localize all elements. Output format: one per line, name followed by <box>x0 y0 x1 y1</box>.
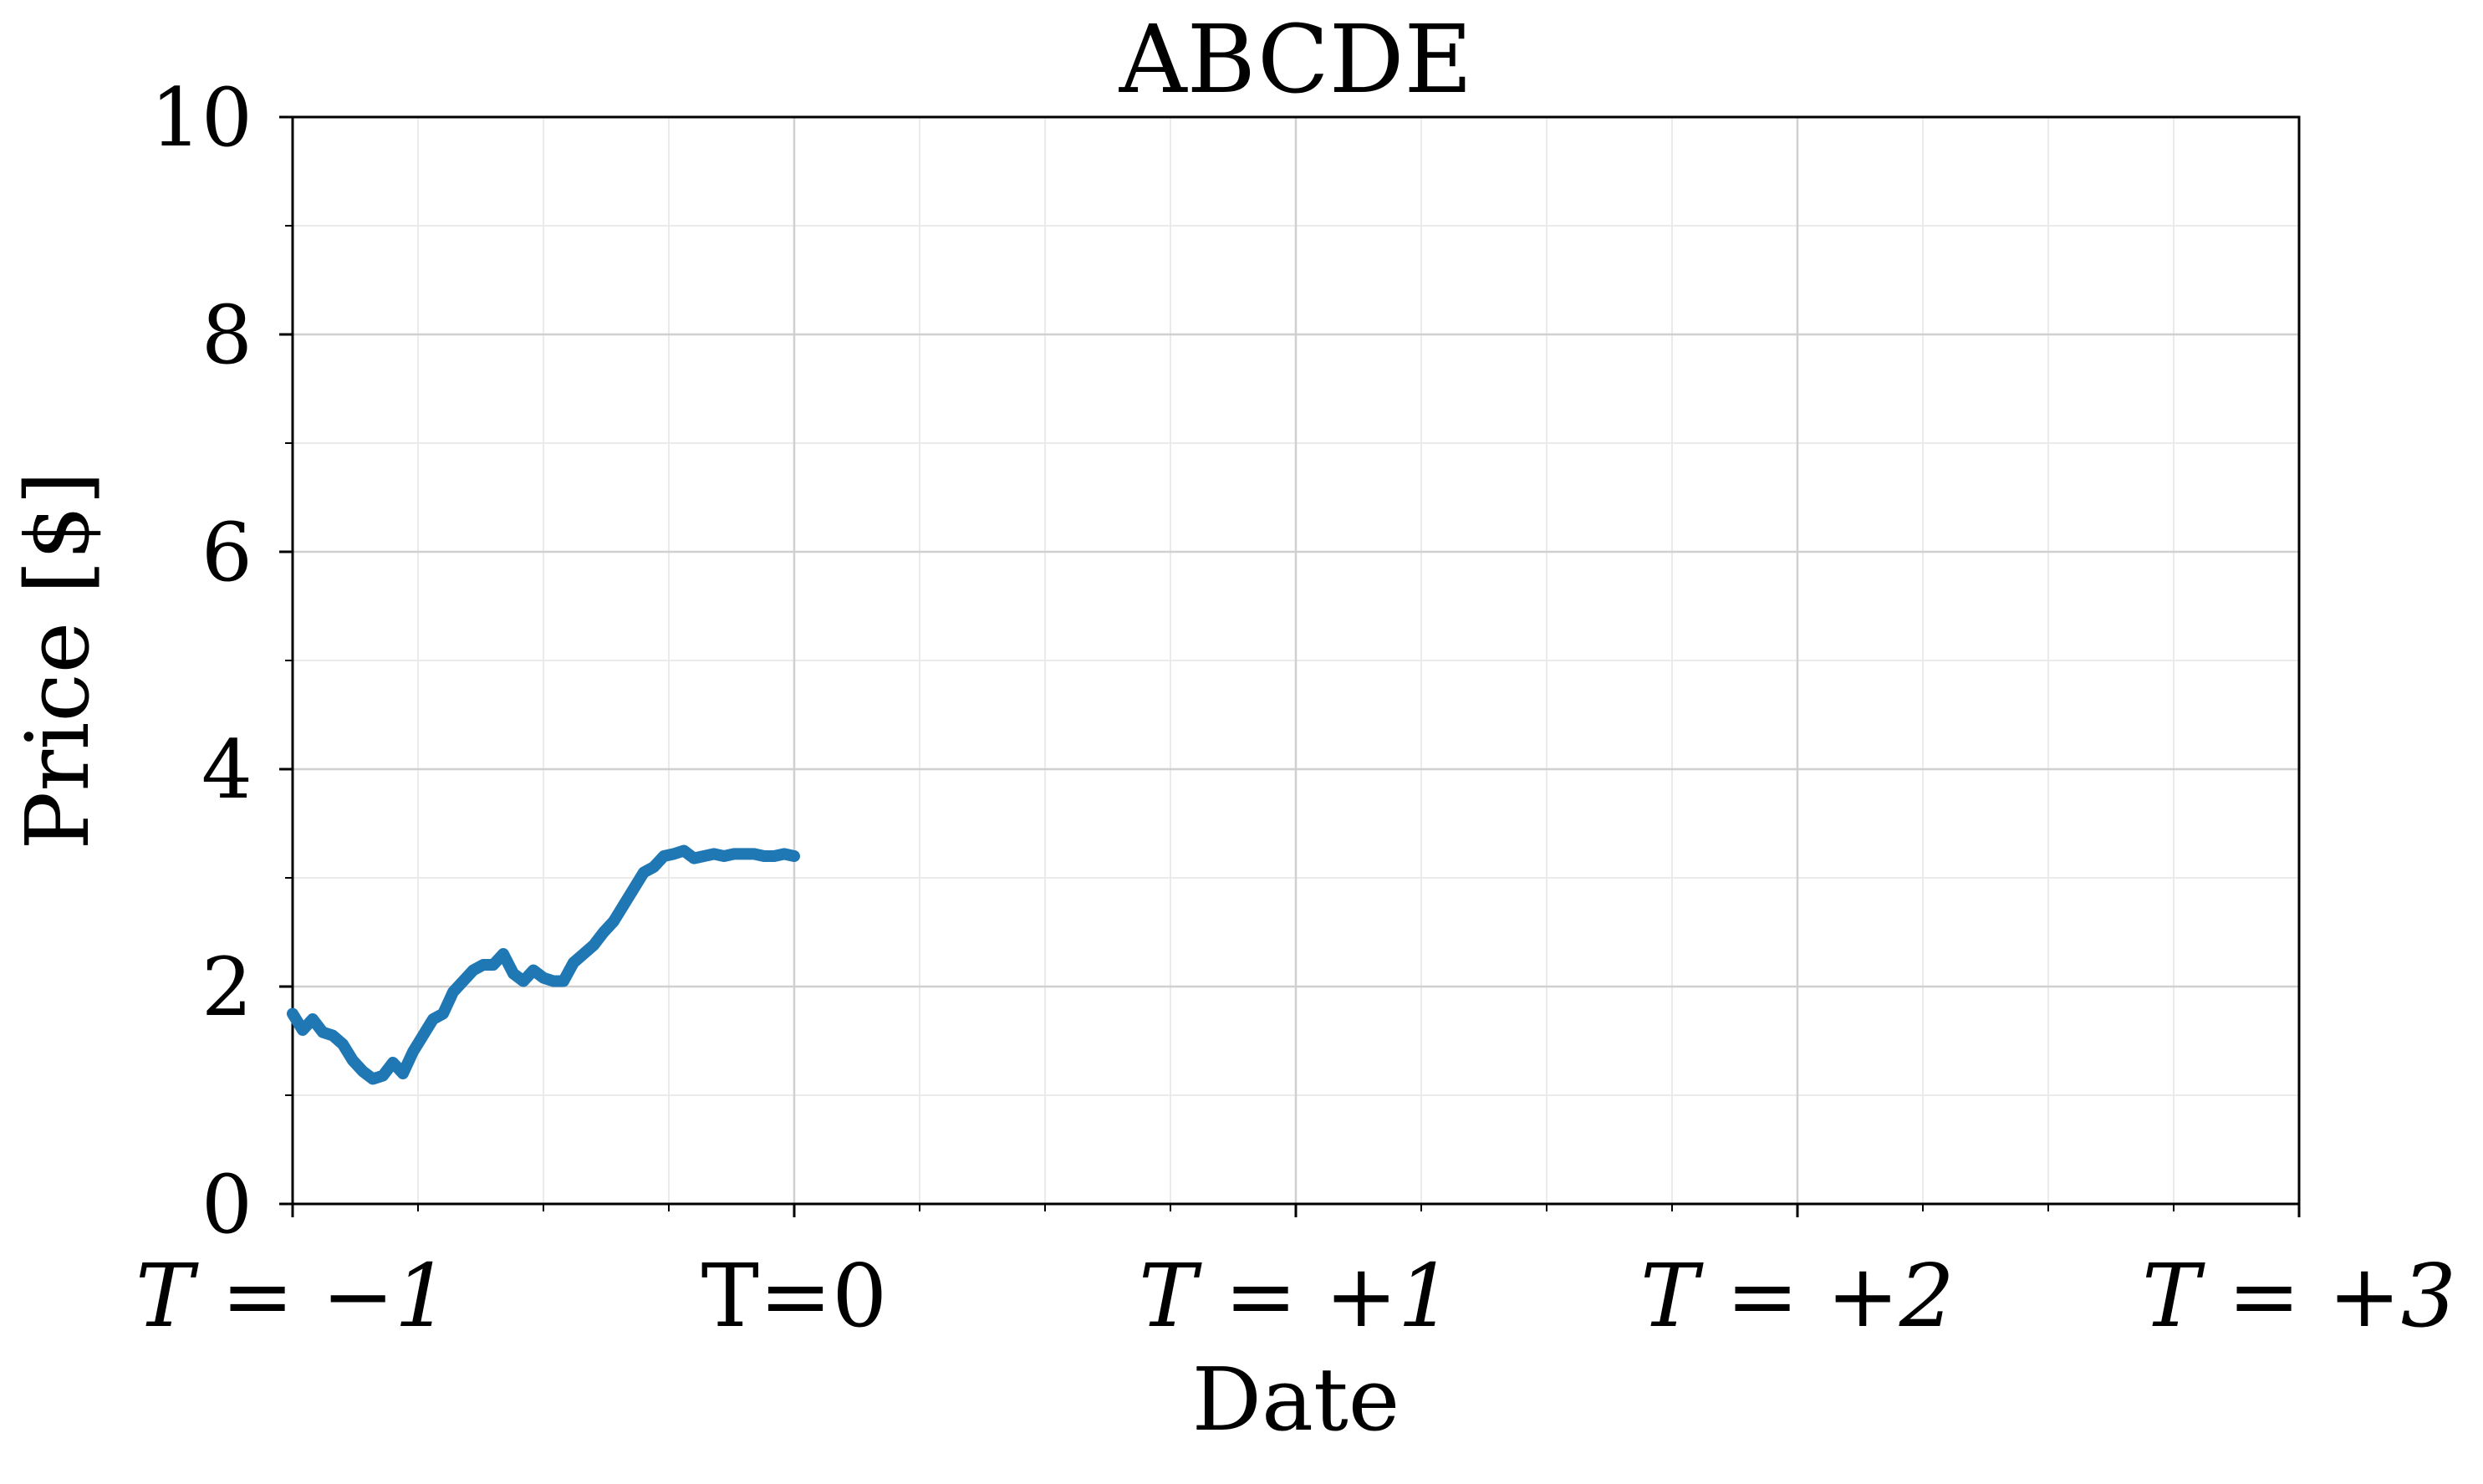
x-tick-label: T=0 <box>701 1245 888 1347</box>
grid <box>293 117 2299 1204</box>
y-tick-label: 0 <box>201 1158 252 1252</box>
series-layer <box>287 844 800 1085</box>
y-tick-label: 4 <box>201 723 252 817</box>
y-axis-title: Price [$] <box>7 471 109 849</box>
y-tick-label: 10 <box>150 71 252 165</box>
y-tick-label: 8 <box>201 288 252 382</box>
series-line-0 <box>287 844 800 1085</box>
axis-ticks <box>279 115 2301 1217</box>
chart-title: ABCDE <box>1119 6 1473 115</box>
x-axis-title: Date <box>1192 1349 1400 1451</box>
y-axis-tick-labels: 0 2 4 6 8 10 <box>150 71 252 1252</box>
x-tick-label: T = +3 <box>2142 1245 2456 1347</box>
y-tick-label: 6 <box>201 506 252 599</box>
x-tick-label: T = +1 <box>1139 1245 1453 1347</box>
y-tick-label: 2 <box>201 941 252 1034</box>
x-tick-label: T = +2 <box>1640 1245 1955 1347</box>
x-axis-tick-labels: T = −1 T=0 T = +1 T = +2 T = +3 <box>135 1245 2456 1347</box>
x-tick-label: T = −1 <box>135 1245 450 1347</box>
